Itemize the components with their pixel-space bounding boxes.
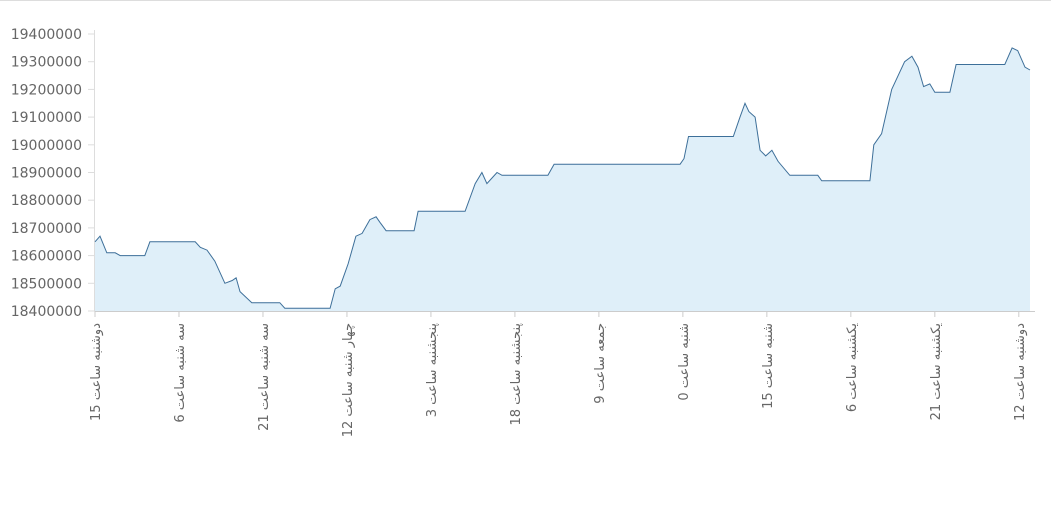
y-tick-label: 19400000 <box>11 27 82 43</box>
x-tick-label: سه شنبه ساعت 6 <box>173 323 188 423</box>
x-tick-label: شنبه ساعت 15 <box>761 323 776 409</box>
x-tick-label: یکشنبه ساعت 21 <box>929 323 944 421</box>
y-tick-label: 19300000 <box>11 55 82 71</box>
y-tick-label: 18700000 <box>11 221 82 237</box>
y-tick-label: 19100000 <box>11 110 82 126</box>
x-tick-label: چهار شنبه ساعت 12 <box>341 323 356 437</box>
y-tick-label: 18600000 <box>11 249 82 265</box>
y-tick-label: 18500000 <box>11 276 82 292</box>
area-fill <box>95 47 1030 312</box>
x-tick-label: دوشنبه ساعت 15 <box>89 323 104 421</box>
y-tick-label: 19000000 <box>11 138 82 154</box>
x-tick-label: شنبه ساعت 0 <box>677 323 692 401</box>
x-tick-label: دوشنبه ساعت 12 <box>1013 323 1028 421</box>
x-tick-label: پنجشنبه ساعت 3 <box>425 323 440 418</box>
x-tick-label: یکشنبه ساعت 6 <box>845 323 860 413</box>
x-tick-label: سه شنبه ساعت 21 <box>257 323 272 431</box>
y-tick-label: 18800000 <box>11 193 82 209</box>
x-tick-label: جمعه ساعت 9 <box>593 323 608 404</box>
y-tick-label: 18400000 <box>11 304 82 320</box>
x-tick-label: پنجشنبه ساعت 18 <box>509 323 524 426</box>
y-tick-label: 19200000 <box>11 82 82 98</box>
line <box>94 47 1031 309</box>
y-tick-label: 18900000 <box>11 166 82 182</box>
